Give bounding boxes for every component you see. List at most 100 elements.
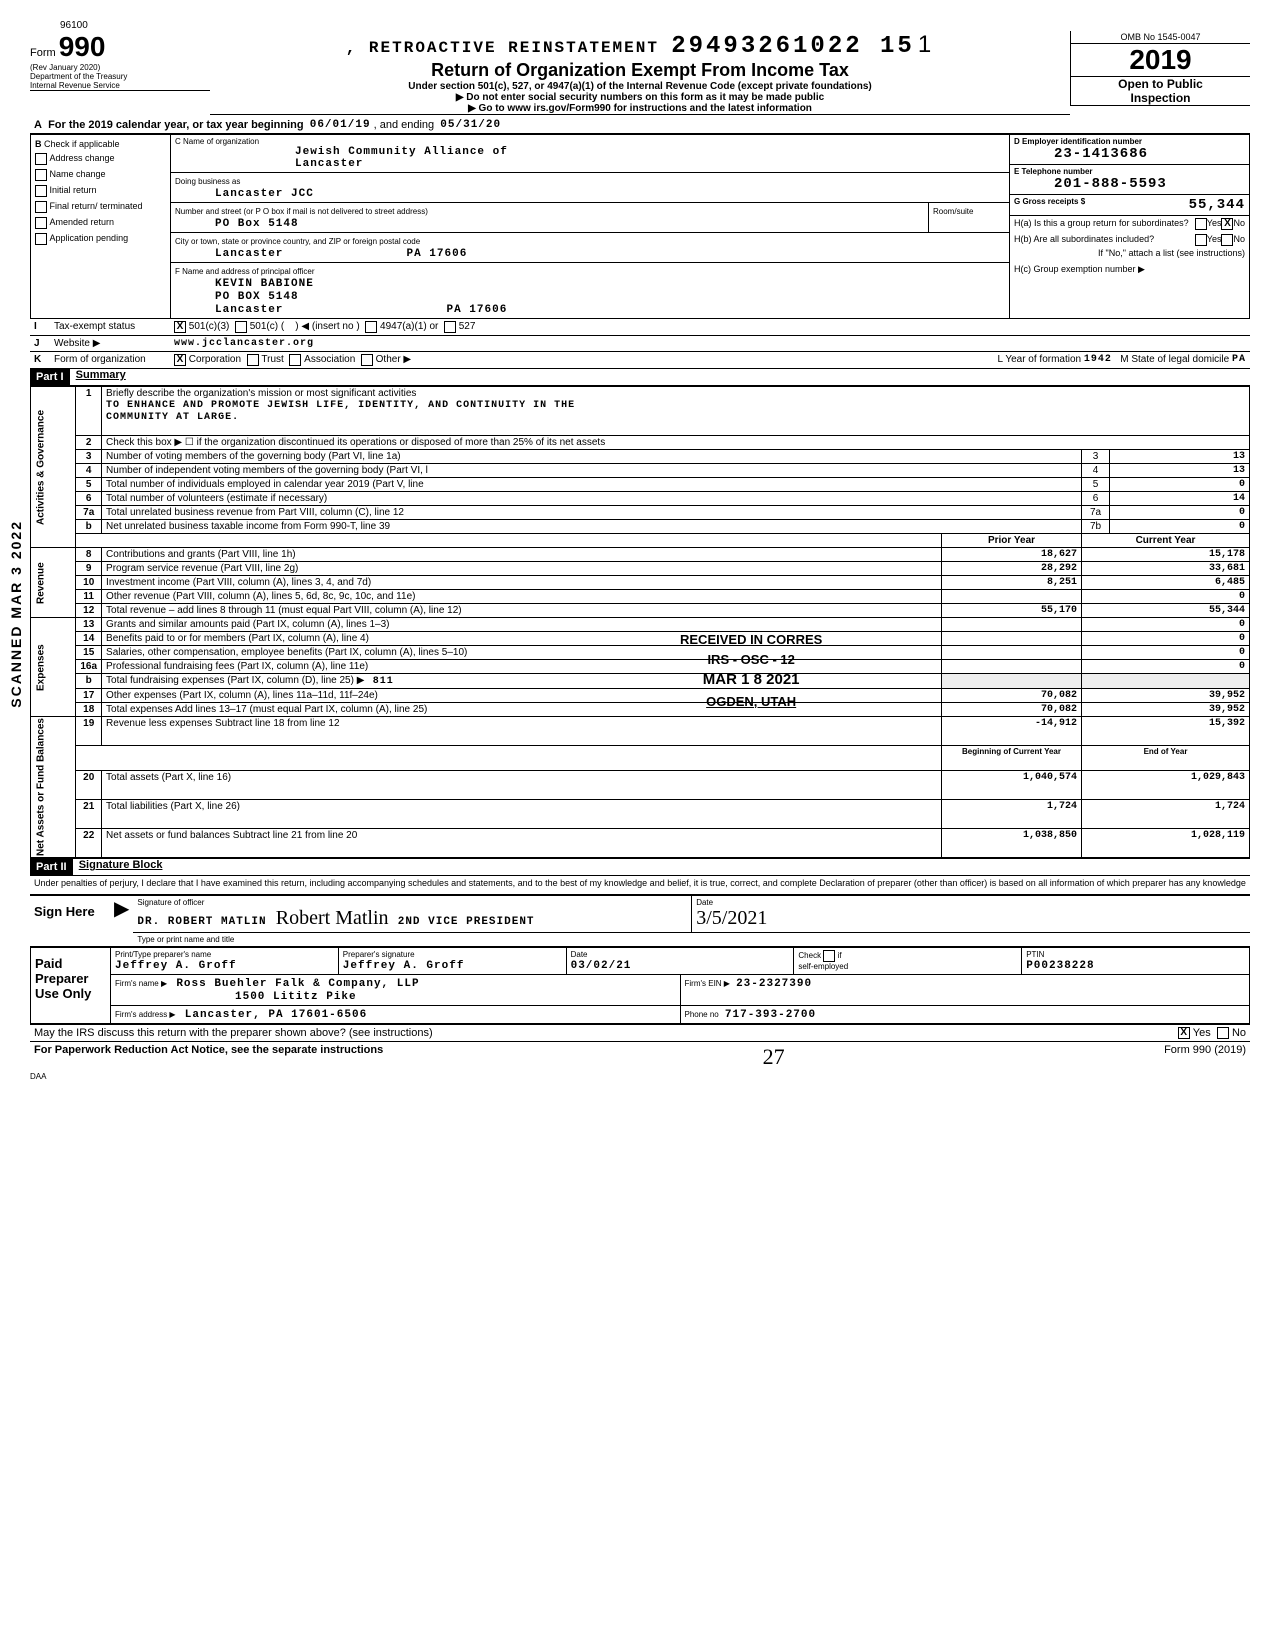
cb-self[interactable] (823, 950, 835, 962)
p12: 55,170 (942, 604, 1082, 618)
cb-assoc[interactable] (289, 354, 301, 366)
part1-label: Part I (30, 369, 70, 385)
cb-initial[interactable] (35, 185, 47, 197)
lbl-501c3: 501(c)(3) (189, 321, 230, 333)
paperwork: For Paperwork Reduction Act Notice, see … (34, 1044, 383, 1070)
daa: DAA (30, 1072, 1250, 1081)
cb-discuss-no[interactable] (1217, 1027, 1229, 1039)
state-domicile: PA (1232, 354, 1246, 366)
dba: Lancaster JCC (175, 188, 314, 200)
cb-501c3[interactable]: X (174, 321, 186, 333)
print-label: Print/Type preparer's name (115, 950, 334, 959)
h-note: If "No," attach a list (see instructions… (1014, 248, 1245, 258)
q19: Revenue less expenses Subtract line 18 f… (102, 717, 942, 746)
v5: 0 (1110, 478, 1250, 492)
retroactive: , RETROACTIVE REINSTATEMENT (346, 39, 659, 57)
officer-zip: PA 17606 (286, 304, 507, 316)
cb-corp[interactable]: X (174, 354, 186, 366)
line-a-label: For the 2019 calendar year, or tax year … (48, 119, 304, 131)
org-name1: Jewish Community Alliance of (175, 146, 1005, 158)
c11: 0 (1082, 590, 1250, 604)
street: PO Box 5148 (175, 218, 299, 230)
phone-label: Phone no (685, 1010, 719, 1019)
lbl-insert: ◀ (insert no ) (301, 321, 359, 333)
gross: 55,344 (1085, 197, 1245, 213)
website-url: www.jcclancaster.org (174, 338, 314, 349)
c8: 15,178 (1082, 548, 1250, 562)
q16b: Total fundraising expenses (Part IX, col… (106, 675, 364, 686)
if-label: if (838, 951, 842, 960)
p10: 8,251 (942, 576, 1082, 590)
year-formation: 1942 (1084, 354, 1112, 366)
lbl-527: 527 (459, 321, 476, 333)
lbl-initial: Initial return (50, 185, 97, 197)
discuss-no: No (1232, 1027, 1246, 1039)
p20: 1,040,574 (942, 770, 1082, 799)
e-label: E Telephone number (1014, 167, 1245, 176)
lbl-assoc: Association (304, 354, 355, 366)
cb-address[interactable] (35, 153, 47, 165)
c16a: 0 (1082, 660, 1250, 674)
date-label: Date (696, 898, 1246, 907)
cb-final[interactable] (35, 201, 47, 213)
c21: 1,724 (1082, 799, 1250, 828)
inspection: Inspection (1071, 91, 1250, 106)
end-label: End of Year (1082, 746, 1250, 771)
cb-discuss-yes[interactable]: X (1178, 1027, 1190, 1039)
open-public: Open to Public (1071, 77, 1250, 91)
p19: -14,912 (942, 717, 1082, 746)
c15: 0 (1082, 646, 1250, 660)
cb-hb-no[interactable] (1221, 234, 1233, 246)
cb-other[interactable] (361, 354, 373, 366)
tax-end: 05/31/20 (440, 119, 501, 131)
prior-label: Prior Year (942, 534, 1082, 548)
cb-pending[interactable] (35, 233, 47, 245)
lbl-pending: Application pending (50, 233, 129, 245)
handwritten-num: 27 (383, 1044, 1164, 1070)
cb-hb-yes[interactable] (1195, 234, 1207, 246)
g-label: G Gross receipts $ (1014, 197, 1085, 213)
firm-ein-label: Firm's EIN ▶ (685, 979, 730, 988)
tax-begin: 06/01/19 (310, 119, 371, 131)
p18: 70,082 (942, 703, 1082, 717)
cb-ha-no[interactable]: X (1221, 218, 1233, 230)
cb-ha-yes[interactable] (1195, 218, 1207, 230)
c22: 1,028,119 (1082, 828, 1250, 857)
prep-phone: 717-393-2700 (725, 1009, 816, 1021)
goto: ▶ Go to www irs.gov/Form990 for instruct… (210, 103, 1070, 115)
hc-label: H(c) Group exemption number ▶ (1014, 264, 1245, 275)
firm-addr-label: Firm's address ▶ (115, 1010, 176, 1019)
lbl-other: Other ▶ (376, 354, 411, 366)
v3: 13 (1110, 450, 1250, 464)
c17: 39,952 (1082, 689, 1250, 703)
cb-amended[interactable] (35, 217, 47, 229)
cb-name[interactable] (35, 169, 47, 181)
city: Lancaster (175, 248, 283, 260)
and-ending: , and ending (374, 119, 435, 131)
cb-trust[interactable] (247, 354, 259, 366)
officer-city: Lancaster (175, 304, 283, 316)
cb-501c[interactable] (235, 321, 247, 333)
type-label: Type or print name and title (133, 933, 1250, 946)
q9: Program service revenue (Part VIII, line… (102, 562, 942, 576)
omb: OMB No 1545-0047 (1071, 31, 1250, 44)
ein: 23-1413686 (1014, 146, 1245, 162)
check-label: Check (798, 951, 821, 960)
lbl-corp: Corporation (189, 354, 241, 366)
lbl-501c: 501(c) (250, 321, 278, 333)
sign-here: Sign Here (30, 896, 110, 946)
form-label: Form (30, 47, 56, 59)
return-title: Return of Organization Exempt From Incom… (210, 60, 1070, 81)
no-ssn: ▶ Do not enter social security numbers o… (210, 92, 1070, 103)
cb-4947[interactable] (365, 321, 377, 333)
mission1: TO ENHANCE AND PROMOTE JEWISH LIFE, IDEN… (106, 400, 575, 411)
scanned-stamp: SCANNED MAR 3 2022 (8, 520, 24, 708)
city-label: City or town, state or province country,… (175, 237, 420, 246)
cb-527[interactable] (444, 321, 456, 333)
q8: Contributions and grants (Part VIII, lin… (102, 548, 942, 562)
i-label: Tax-exempt status (54, 321, 174, 333)
part2-title: Signature Block (79, 859, 163, 875)
paid-preparer: Paid Preparer Use Only (31, 948, 111, 1023)
dept: Department of the Treasury (30, 72, 210, 81)
l-label: L Year of formation (998, 354, 1082, 366)
